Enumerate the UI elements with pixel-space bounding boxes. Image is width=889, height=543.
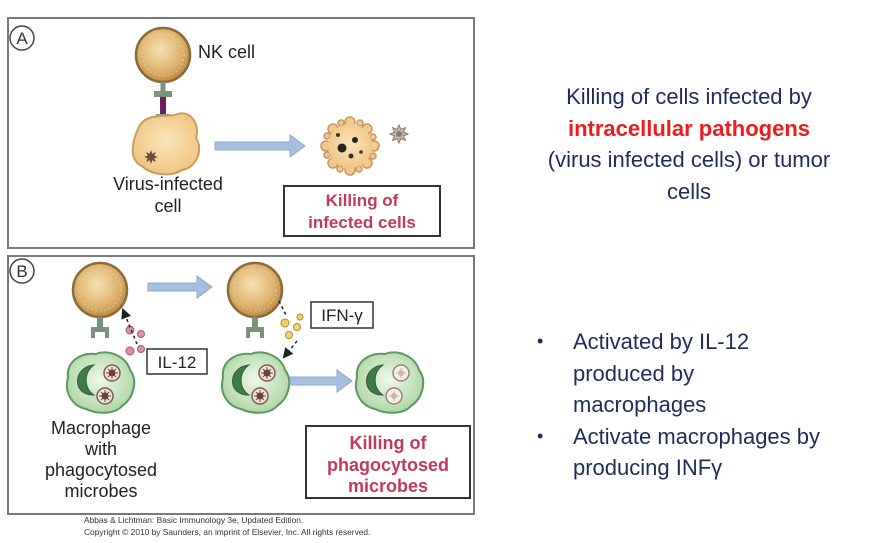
heading-line-4: cells [666, 178, 711, 204]
nk-cell [71, 261, 129, 319]
result-box-a-line-1: Killing of [326, 191, 399, 210]
killed-cell [320, 116, 380, 176]
il12-label-box: IL-12 [146, 348, 208, 375]
ifn-gamma-cytokine-dots [280, 313, 304, 339]
panel-b-letter: B [16, 262, 27, 281]
dashed-line-icon [278, 300, 287, 316]
slide-heading: Killing of cells infected by intracellul… [500, 81, 878, 207]
arrow-right-icon [289, 369, 353, 393]
bullet-line: Activated by IL-12 [573, 329, 750, 354]
result-box-b-line-3: microbes [348, 476, 428, 496]
bullet-icon: • [537, 331, 544, 351]
microbe-icon [103, 364, 121, 382]
dashed-arrow-icon [121, 308, 138, 345]
bullet-icon: • [537, 425, 544, 446]
bullet-line: produced by [573, 360, 695, 386]
bullet-line: Activate macrophages by [573, 423, 821, 449]
macrophage [220, 351, 291, 414]
bullet-list: • Activated by IL-12 produced by macroph… [532, 326, 884, 484]
bullet-line: macrophages [573, 392, 707, 417]
result-box-b-line-1: Killing of [350, 433, 428, 453]
result-box-a-line-2: infected cells [308, 213, 416, 232]
macrophage [65, 351, 136, 414]
bullet-item: • Activated by IL-12 produced by macroph… [532, 326, 884, 421]
macrophage-label-line-3: phagocytosed [45, 460, 157, 480]
macrophage-label-line-4: microbes [64, 481, 137, 501]
panel-b: B IL-12 [7, 255, 475, 515]
panel-b-letter-badge: B [9, 258, 35, 284]
infected-cell-label-line-2: cell [154, 196, 181, 216]
ifn-gamma-label-box: IFN-γ [310, 301, 374, 329]
activated-macrophage [354, 351, 425, 414]
bullet-item: • Activate macrophages by producing INFγ [532, 421, 884, 484]
nk-cell [226, 261, 284, 319]
panel-a-letter-badge: A [9, 25, 35, 51]
virus-debris-icon [388, 123, 410, 145]
ifn-gamma-label: IFN-γ [321, 306, 363, 325]
il12-label: IL-12 [158, 353, 197, 372]
macrophage-label-line-1: Macrophage [51, 418, 151, 438]
arrow-right-icon [147, 275, 213, 299]
arrow-right-icon [214, 134, 306, 158]
nk-cell [134, 26, 192, 84]
citation-line-1: Abbas & Lichtman: Basic Immunology 3e, U… [84, 515, 303, 525]
panel-a-letter: A [16, 29, 28, 48]
virus-infected-cell [131, 112, 201, 176]
infected-cell-label-line-1: Virus-infected [113, 174, 223, 194]
nk-cell-label: NK cell [198, 42, 255, 62]
nk-cell-figure: A NK cell Virus-infected cell [7, 17, 475, 537]
killed-microbe-icon [392, 364, 410, 382]
result-box-infected-cells: Killing of infected cells [283, 185, 441, 237]
microbe-icon [258, 364, 276, 382]
citation-line-2: Copyright © 2010 by Saunders, an imprint… [84, 527, 370, 537]
heading-line-1: Killing of cells infected by [566, 84, 812, 109]
heading-highlight: intracellular pathogens [567, 115, 811, 141]
result-box-b-line-2: phagocytosed [327, 455, 449, 475]
il12-cytokine-dots [125, 325, 145, 356]
heading-line-3: (virus infected cells) or tumor [547, 147, 831, 172]
microbe-icon [96, 387, 114, 405]
virus-icon [144, 150, 158, 164]
bullet-line: producing INFγ [573, 455, 723, 480]
panel-a: A NK cell Virus-infected cell [7, 17, 475, 249]
macrophage-label-line-2: with [84, 439, 117, 459]
microbe-icon [251, 387, 269, 405]
result-box-phagocytosed-microbes: Killing of phagocytosed microbes [305, 425, 471, 499]
killed-microbe-icon [385, 387, 403, 405]
